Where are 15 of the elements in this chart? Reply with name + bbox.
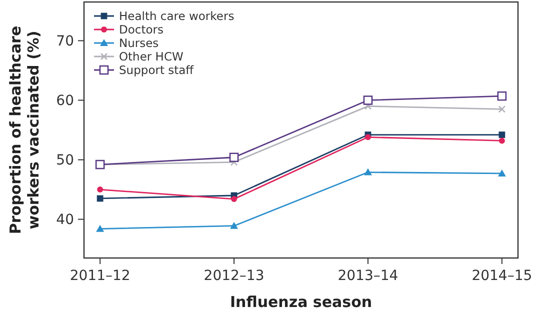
y-tick-label: 50 — [56, 152, 74, 169]
legend-label: Other HCW — [119, 50, 184, 64]
legend-label: Nurses — [119, 36, 159, 50]
x-tick-label: 2013–14 — [338, 268, 398, 284]
y-tick-label: 40 — [56, 212, 74, 228]
y-tick-label: 70 — [56, 34, 74, 50]
y-tick-label: 60 — [56, 93, 74, 110]
y-axis-title: Proportion of healthcare workers vaccinated (%) — [6, 26, 42, 234]
legend-label: Health care workers — [119, 9, 234, 24]
legend-label: Support staff — [119, 63, 195, 78]
legend-label: Doctors — [119, 22, 164, 37]
x-tick-label: 2012–13 — [204, 268, 264, 284]
x-tick-label: 2014–15 — [472, 268, 532, 284]
x-axis-title: Influenza season — [230, 293, 372, 311]
x-tick-label: 2011–12 — [70, 268, 130, 284]
